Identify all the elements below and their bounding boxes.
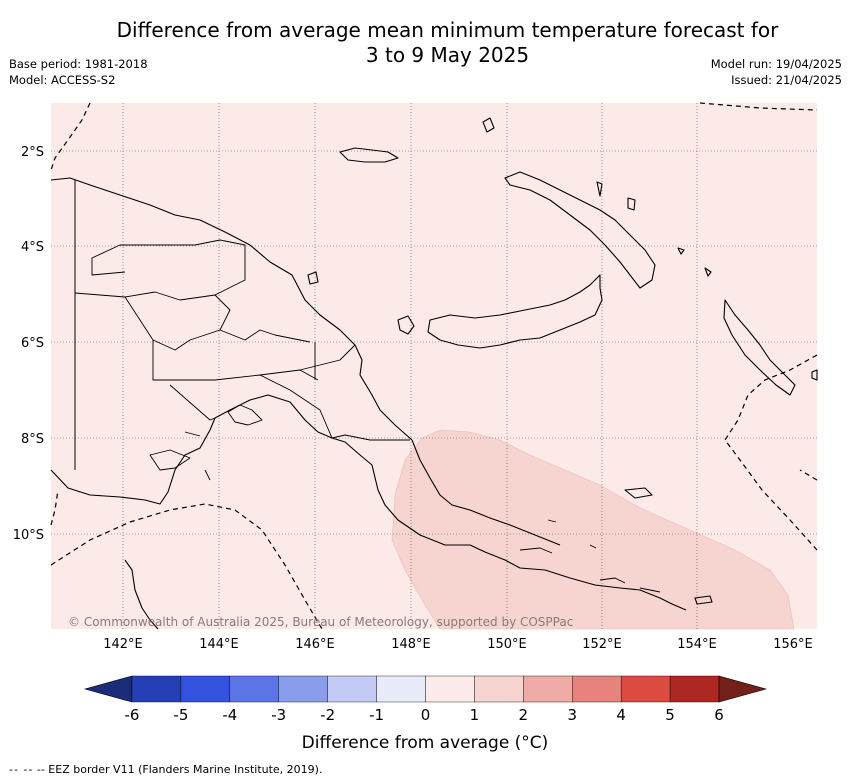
- model-name: Model: ACCESS-S2: [9, 73, 116, 87]
- fly-delta-islands: [149, 404, 263, 481]
- colorbar-tick-label: -6: [125, 706, 140, 724]
- colorbar-bin: [376, 675, 426, 703]
- colorbar-tick-label: -3: [271, 706, 286, 724]
- lon-label-148e: 148°E: [391, 637, 431, 652]
- meta-left: Base period: 1981-2018 Model: ACCESS-S2: [9, 56, 148, 88]
- eez-footnote-text: -- EEZ border V11 (Flanders Marine Insti…: [36, 763, 323, 776]
- new-guinea-south-coast: [50, 394, 687, 611]
- colorbar-bin: [278, 675, 328, 703]
- colorbar-tick-label: -4: [222, 706, 237, 724]
- chart-title: Difference from average mean minimum tem…: [100, 18, 795, 68]
- anomaly-region-1-to-2: [391, 429, 795, 630]
- colorbar-tick-label: -2: [320, 706, 335, 724]
- eez-footnote: -- -- -- EEZ border V11 (Flanders Marine…: [9, 763, 322, 776]
- lon-label-152e: 152°E: [582, 637, 622, 652]
- colorbar-extend-high: [718, 675, 768, 703]
- colorbar: [83, 675, 768, 703]
- lon-axis: 142°E 144°E 146°E 148°E 150°E 152°E 154°…: [103, 637, 813, 652]
- colorbar-bin: [620, 675, 671, 703]
- lat-label-6s: 6°S: [21, 336, 44, 351]
- graticule: [51, 103, 817, 629]
- colorbar-extend-low: [83, 675, 133, 703]
- title-line-2: 3 to 9 May 2025: [365, 43, 530, 67]
- lon-label-142e: 142°E: [103, 637, 143, 652]
- model-run: Model run: 19/04/2025: [710, 57, 842, 71]
- colorbar-bin: [229, 675, 279, 703]
- colorbar-tick-labels: -6 -5 -4 -3 -2 -1 0 1 2 3 4 5 6: [125, 706, 724, 724]
- eez-borders: [50, 102, 818, 630]
- lon-label-144e: 144°E: [199, 637, 239, 652]
- cape-york: [124, 559, 159, 630]
- papuan-peninsula-north: [411, 439, 561, 546]
- lat-axis: 2°S 4°S 6°S 8°S 10°S: [13, 145, 44, 543]
- colorbar-bin: [523, 675, 573, 703]
- colorbar-tick-label: -5: [173, 706, 188, 724]
- lat-label-8s: 8°S: [21, 432, 44, 447]
- bougainville: [723, 299, 796, 396]
- lon-label-156e: 156°E: [773, 637, 813, 652]
- lat-label-4s: 4°S: [21, 240, 44, 255]
- colorbar-tick-label: 4: [616, 706, 626, 724]
- meta-right: Model run: 19/04/2025 Issued: 21/04/2025: [711, 56, 842, 88]
- new-ireland: [504, 171, 656, 289]
- colorbar-tick-label: 1: [470, 706, 480, 724]
- colorbar-bin: [131, 675, 182, 703]
- colorbar-tick-label: 0: [421, 706, 431, 724]
- lat-label-2s: 2°S: [21, 145, 44, 160]
- new-britain: [427, 274, 603, 349]
- colorbar-bin: [474, 675, 524, 703]
- colorbar-tick-label: -1: [369, 706, 384, 724]
- base-period: Base period: 1981-2018: [9, 57, 148, 71]
- manus-island: [339, 147, 399, 163]
- colorbar-title: Difference from average (°C): [301, 733, 549, 753]
- colorbar-tick-label: 3: [567, 706, 577, 724]
- colorbar-bin: [669, 675, 720, 703]
- colorbar-bin: [425, 675, 475, 703]
- colorbar-tick-label: 6: [714, 706, 724, 724]
- colorbar-bin: [327, 675, 377, 703]
- lon-label-154e: 154°E: [677, 637, 717, 652]
- eez-legend-line: -- --: [9, 763, 34, 776]
- louisiade-islands: [519, 519, 661, 593]
- colorbar-tick-label: 2: [519, 706, 529, 724]
- title-line-1: Difference from average mean minimum tem…: [116, 18, 779, 42]
- colorbar-tick-label: 5: [665, 706, 675, 724]
- lat-label-10s: 10°S: [13, 528, 44, 543]
- colorbar-bin: [572, 675, 622, 703]
- islands-small: [307, 117, 818, 605]
- colorbar-bin: [180, 675, 231, 703]
- coastlines: [50, 117, 818, 630]
- lon-label-150e: 150°E: [487, 637, 527, 652]
- copyright-notice: © Commonwealth of Australia 2025, Bureau…: [68, 615, 573, 629]
- issued-date: Issued: 21/04/2025: [731, 73, 842, 87]
- lon-label-146e: 146°E: [295, 637, 335, 652]
- new-guinea-north-coast: [50, 177, 413, 441]
- province-borders: [74, 239, 410, 441]
